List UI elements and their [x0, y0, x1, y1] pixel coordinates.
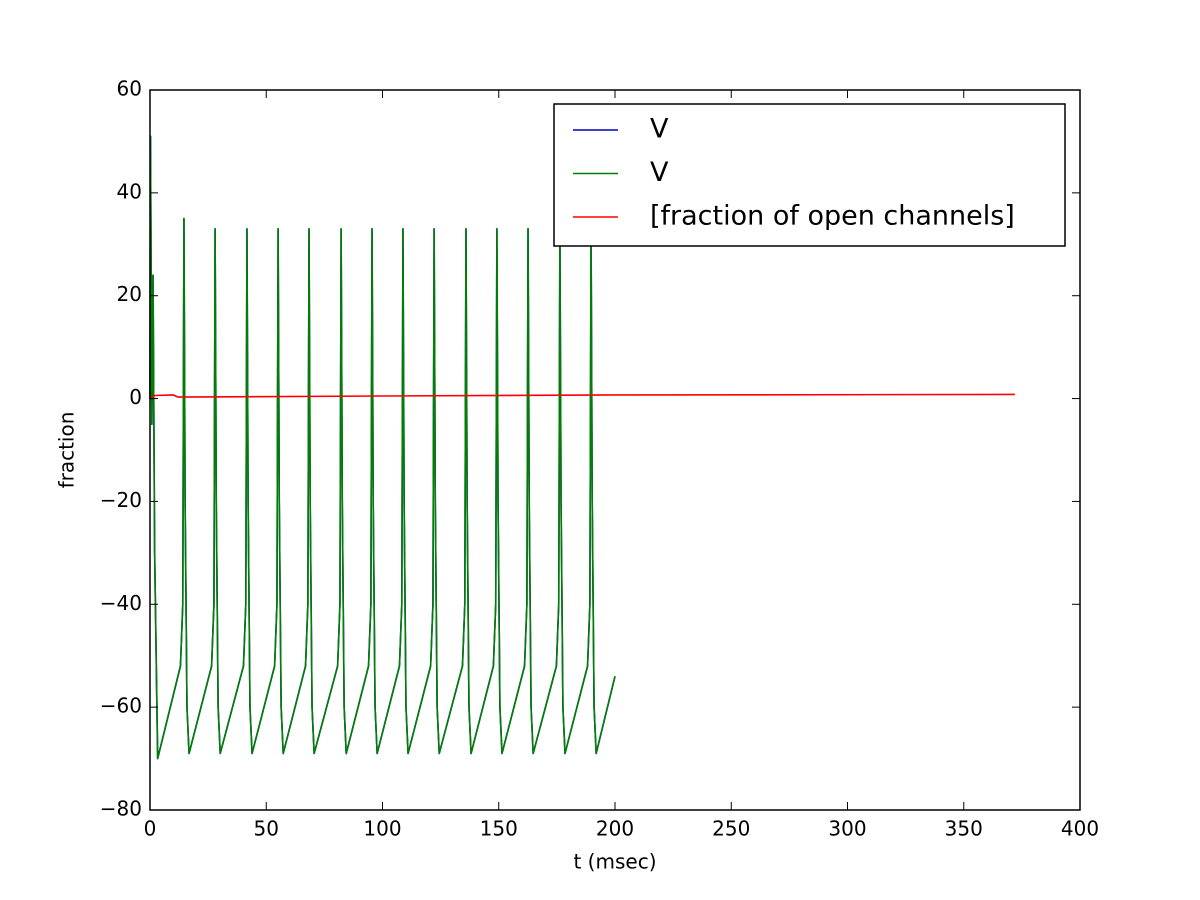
x-tick-label: 300	[828, 817, 866, 841]
x-tick-label: 150	[480, 817, 518, 841]
y-tick-label: −80	[100, 797, 142, 821]
y-axis-label: fraction	[55, 412, 79, 489]
y-tick-label: −60	[100, 694, 142, 718]
x-tick-label: 350	[945, 817, 983, 841]
plot-area	[149, 135, 1015, 760]
y-tick-label: 0	[129, 385, 142, 409]
x-axis-label: t (msec)	[573, 850, 656, 874]
y-tick-label: 60	[117, 77, 142, 101]
series-line	[149, 393, 1015, 400]
x-tick-label: 50	[254, 817, 279, 841]
y-tick-label: −20	[100, 488, 142, 512]
legend: VV [fraction of open channels]	[553, 103, 1066, 247]
y-tick-label: −40	[100, 591, 142, 615]
x-tick-label: 400	[1061, 817, 1099, 841]
legend-box	[553, 103, 1066, 247]
x-tick-label: 0	[144, 817, 157, 841]
x-tick-label: 200	[596, 817, 634, 841]
y-tick-label: 40	[117, 179, 142, 203]
x-tick-label: 250	[712, 817, 750, 841]
series-line	[149, 135, 616, 760]
x-tick-label: 100	[363, 817, 401, 841]
legend-label: V	[650, 114, 669, 145]
y-tick-label: 20	[117, 282, 142, 306]
legend-label: [fraction of open channels]	[650, 201, 1015, 232]
legend-label: V	[650, 157, 669, 188]
